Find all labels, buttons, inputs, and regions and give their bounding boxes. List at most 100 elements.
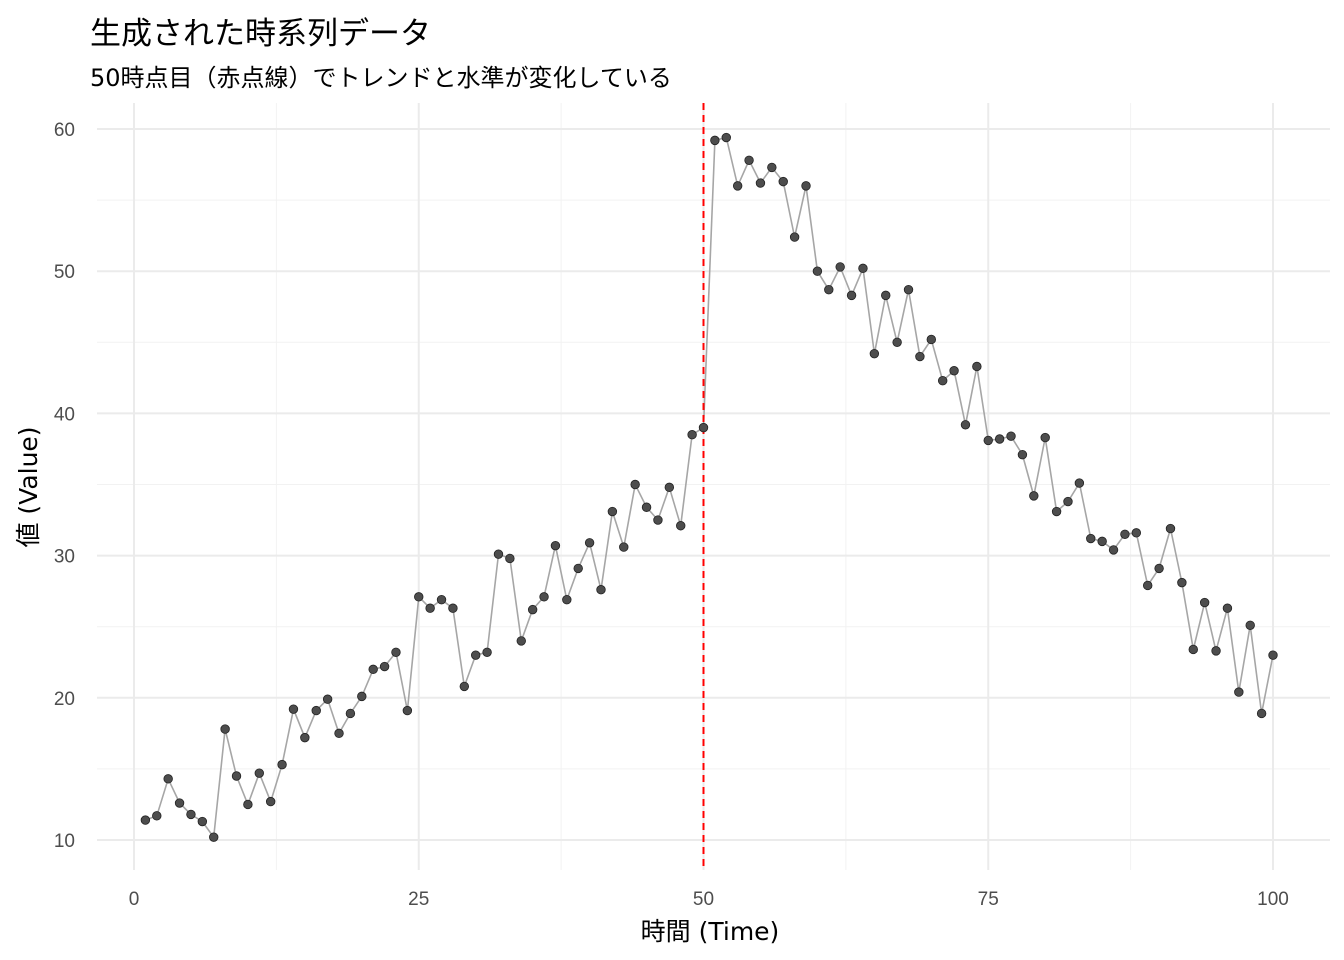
data-point	[824, 284, 834, 295]
series-line	[145, 136, 1274, 840]
y-tick-label: 30	[54, 547, 75, 568]
data-point	[562, 594, 572, 605]
data-point	[801, 181, 811, 191]
data-point	[858, 263, 868, 274]
data-point	[527, 604, 538, 615]
y-tick-label: 40	[54, 404, 75, 425]
y-tick-label: 10	[54, 831, 75, 852]
data-point	[721, 132, 731, 143]
data-point	[471, 650, 481, 660]
data-point	[448, 603, 458, 613]
data-point	[379, 661, 390, 672]
data-point	[903, 284, 914, 295]
data-point	[163, 774, 173, 784]
data-point	[846, 290, 857, 301]
data-point	[915, 351, 925, 362]
data-point	[482, 647, 492, 657]
data-point	[425, 603, 435, 613]
chart-subtitle: 50時点目（赤点線）でトレンドと水準が変化している	[90, 64, 672, 92]
data-point	[949, 366, 959, 376]
data-point	[288, 704, 299, 714]
data-point	[664, 482, 675, 493]
data-point	[812, 266, 823, 276]
x-tick-label: 0	[129, 889, 140, 910]
x-tick-label: 50	[693, 889, 714, 910]
data-point	[1234, 687, 1244, 697]
data-point	[767, 162, 777, 173]
data-point	[1063, 496, 1073, 507]
data-point	[778, 176, 788, 187]
data-point	[368, 664, 378, 675]
data-point	[755, 178, 766, 188]
data-point	[516, 636, 526, 646]
data-point	[322, 694, 333, 704]
data-point	[789, 232, 800, 242]
grid	[97, 103, 1330, 870]
data-point	[983, 435, 993, 446]
x-tick-label: 75	[978, 889, 999, 910]
data-point	[1120, 529, 1130, 539]
data-point	[1143, 580, 1153, 591]
data-point	[687, 430, 697, 440]
data-point	[1097, 536, 1107, 547]
data-point	[209, 832, 219, 842]
axis-ticks: 0 25 50 75 100 10 20 30 40 50 60	[54, 120, 1289, 910]
data-point	[1177, 577, 1187, 588]
data-point	[539, 592, 549, 602]
data-point	[892, 337, 902, 348]
data-point	[630, 479, 640, 490]
y-tick-label: 50	[54, 262, 75, 283]
data-point	[436, 594, 447, 605]
data-point	[505, 553, 515, 564]
data-point	[1268, 650, 1278, 660]
x-tick-label: 25	[408, 889, 429, 910]
data-series	[140, 103, 1278, 870]
data-point	[243, 799, 253, 810]
data-point	[459, 681, 470, 692]
data-point	[1188, 644, 1198, 655]
data-point	[334, 728, 344, 739]
data-point	[972, 361, 982, 372]
data-point	[653, 515, 663, 525]
data-point	[1245, 620, 1255, 630]
data-point	[710, 135, 720, 146]
data-point	[550, 540, 561, 551]
data-point	[1131, 528, 1142, 538]
data-point	[311, 705, 321, 716]
data-point	[231, 771, 242, 781]
data-point	[1154, 563, 1164, 574]
data-point	[926, 334, 937, 345]
x-tick-label: 100	[1257, 889, 1289, 910]
data-point	[300, 732, 310, 743]
data-point	[960, 420, 971, 430]
data-point	[1086, 533, 1096, 544]
data-point	[493, 549, 504, 559]
data-point	[1040, 432, 1050, 443]
x-axis-label: 時間 (Time)	[641, 917, 780, 946]
data-point	[265, 796, 276, 807]
data-point	[744, 155, 754, 165]
data-point	[1006, 431, 1016, 441]
data-point	[937, 375, 948, 386]
data-point	[140, 815, 151, 825]
data-point	[641, 502, 652, 512]
data-point	[676, 521, 686, 531]
data-point	[573, 563, 583, 574]
data-point	[277, 759, 287, 770]
data-point	[1199, 597, 1210, 608]
y-tick-label: 60	[54, 120, 75, 141]
data-point	[345, 708, 356, 719]
data-point	[254, 768, 264, 778]
data-point	[220, 724, 230, 734]
data-point	[391, 647, 401, 657]
data-point	[607, 506, 618, 517]
data-point	[357, 691, 367, 702]
data-point	[835, 262, 845, 272]
data-point	[1211, 646, 1221, 656]
data-point	[197, 816, 208, 827]
data-point	[619, 542, 629, 552]
data-point	[1256, 708, 1267, 719]
data-point	[881, 290, 891, 301]
data-point	[414, 592, 424, 602]
data-point	[732, 181, 743, 191]
